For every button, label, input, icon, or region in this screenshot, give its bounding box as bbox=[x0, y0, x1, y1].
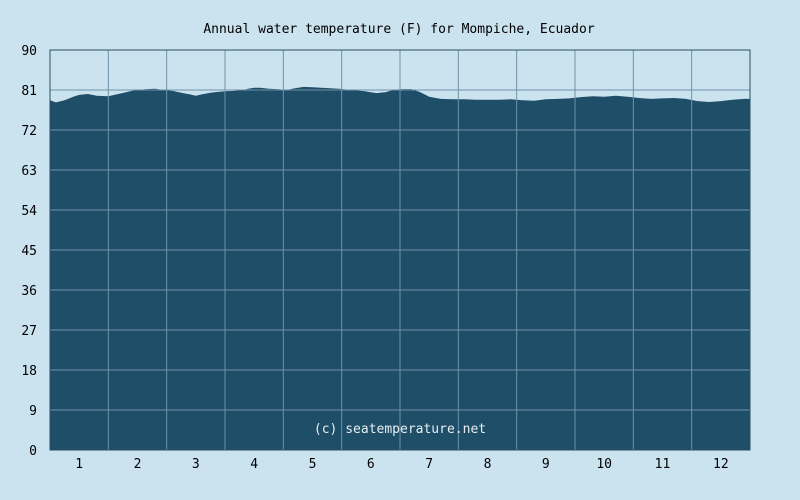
grid bbox=[49, 49, 751, 451]
x-tick-label: 12 bbox=[713, 457, 729, 472]
y-tick-label: 45 bbox=[21, 244, 37, 259]
y-tick-label: 27 bbox=[21, 324, 37, 339]
x-tick-label: 4 bbox=[250, 457, 258, 472]
x-tick-label: 10 bbox=[596, 457, 612, 472]
y-tick-label: 54 bbox=[21, 204, 37, 219]
y-tick-label: 63 bbox=[21, 164, 37, 179]
x-axis-ticks: 1 2 3 4 5 6 7 8 9 10 11 12 bbox=[75, 457, 728, 472]
y-tick-label: 18 bbox=[21, 364, 37, 379]
y-axis-ticks: 0 9 18 27 36 45 54 63 72 81 90 bbox=[21, 44, 37, 459]
x-tick-label: 9 bbox=[542, 457, 550, 472]
x-tick-label: 8 bbox=[484, 457, 492, 472]
x-tick-label: 6 bbox=[367, 457, 375, 472]
y-tick-label: 9 bbox=[29, 404, 37, 419]
chart-title: Annual water temperature (F) for Mompich… bbox=[203, 22, 595, 37]
y-tick-label: 90 bbox=[21, 44, 37, 59]
watermark: (c) seatemperature.net bbox=[314, 422, 486, 437]
x-tick-label: 2 bbox=[134, 457, 142, 472]
y-tick-label: 0 bbox=[29, 444, 37, 459]
y-tick-label: 81 bbox=[21, 84, 37, 99]
y-tick-label: 36 bbox=[21, 284, 37, 299]
x-tick-label: 5 bbox=[309, 457, 317, 472]
y-tick-label: 72 bbox=[21, 124, 37, 139]
x-tick-label: 3 bbox=[192, 457, 200, 472]
x-tick-label: 7 bbox=[425, 457, 433, 472]
plot-frame bbox=[49, 49, 751, 451]
x-tick-label: 1 bbox=[75, 457, 83, 472]
x-tick-label: 11 bbox=[655, 457, 671, 472]
